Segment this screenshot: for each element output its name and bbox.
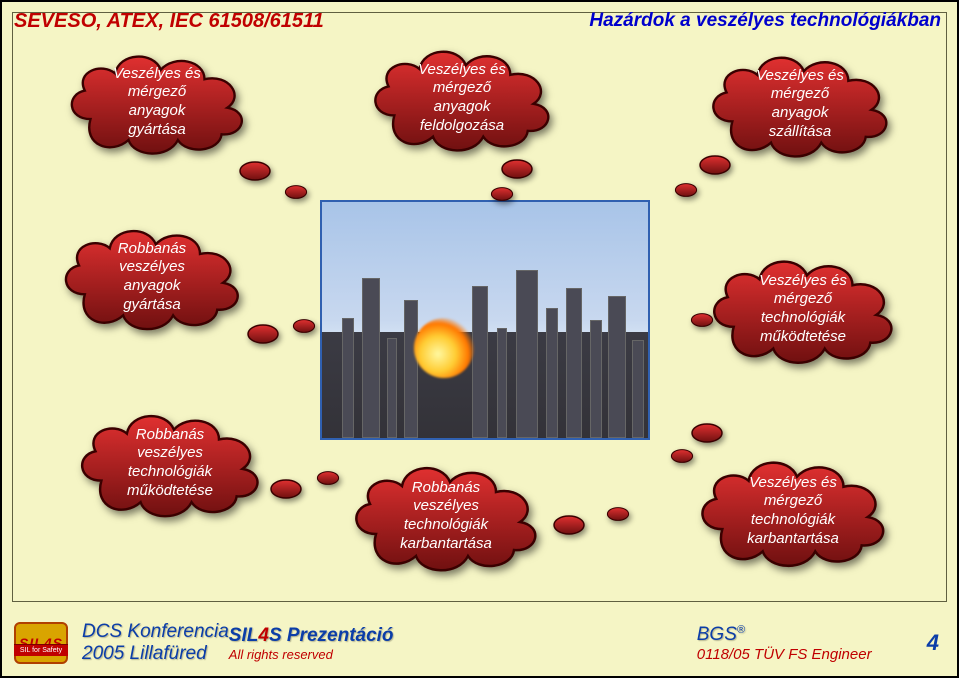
- logo-band: SIL for Safety: [14, 644, 68, 656]
- sil4s-logo: SIL4S SIL for Safety: [14, 622, 68, 664]
- thought-trail-bubble: [690, 422, 724, 444]
- refinery-tower: [546, 308, 558, 438]
- thought-cloud: Veszélyes és mérgező technológiák karban…: [692, 450, 894, 572]
- footer-center-sil: SIL: [229, 625, 259, 646]
- thought-trail-bubble: [606, 506, 630, 522]
- refinery-tower: [590, 320, 602, 438]
- thought-trail-bubble: [246, 323, 280, 345]
- cloud-text: Robbanás veszélyes anyagok gyártása: [56, 218, 248, 336]
- cloud-text: Veszélyes és mérgező anyagok szállítása: [702, 46, 898, 162]
- refinery-tower: [362, 278, 380, 438]
- footer-center-4: 4: [258, 625, 269, 646]
- footer-conf-loc: 2005 Lillafüred: [82, 643, 207, 665]
- thought-trail-bubble: [316, 470, 340, 486]
- refinery-tower: [566, 288, 582, 438]
- thought-cloud: Robbanás veszélyes technológiák működtet…: [72, 404, 268, 522]
- refinery-tower: [472, 286, 488, 438]
- thought-cloud: Veszélyes és mérgező anyagok gyártása: [62, 44, 252, 160]
- refinery-tower: [387, 338, 397, 438]
- footer-col-left: DCS Konferencia 2005 Lillafüred: [82, 621, 229, 665]
- footer-right-title: BGS®: [697, 624, 745, 646]
- refinery-tower: [404, 300, 418, 438]
- thought-cloud: Veszélyes és mérgező anyagok feldolgozás…: [362, 40, 562, 156]
- cloud-text: Veszélyes és mérgező anyagok feldolgozás…: [362, 40, 562, 156]
- header-title-left: SEVESO, ATEX, IEC 61508/61511: [14, 10, 324, 33]
- footer-reg: ®: [737, 624, 745, 636]
- footer-col-right: BGS® 0118/05 TÜV FS Engineer: [697, 624, 907, 663]
- refinery-tower: [608, 296, 626, 438]
- footer-col-center: SIL4S Prezentáció All rights reserved: [229, 625, 697, 662]
- cloud-text: Robbanás veszélyes technológiák karbanta…: [346, 456, 546, 576]
- cloud-text: Veszélyes és mérgező anyagok gyártása: [62, 44, 252, 160]
- footer-center-post: S Prezentáció: [269, 625, 394, 646]
- cloud-text: Veszélyes és mérgező technológiák működt…: [704, 248, 902, 370]
- footer-center-sub: All rights reserved: [229, 647, 333, 662]
- cloud-text: Robbanás veszélyes technológiák működtet…: [72, 404, 268, 522]
- footer-center-title: SIL4S Prezentáció: [229, 625, 394, 647]
- page-number: 4: [927, 630, 939, 656]
- cloud-text: Veszélyes és mérgező technológiák karban…: [692, 450, 894, 572]
- header-title-right: Hazárdok a veszélyes technológiákban: [589, 10, 941, 32]
- thought-trail-bubble: [500, 158, 534, 180]
- footer-bgs: BGS: [697, 624, 737, 645]
- thought-trail-bubble: [690, 312, 714, 328]
- thought-trail-bubble: [238, 160, 272, 182]
- footer-conf-name: DCS Konferencia: [82, 621, 229, 643]
- thought-cloud: Veszélyes és mérgező anyagok szállítása: [702, 46, 898, 162]
- thought-cloud: Veszélyes és mérgező technológiák működt…: [704, 248, 902, 370]
- central-plant-image: [320, 200, 650, 440]
- footer-right-sub: 0118/05 TÜV FS Engineer: [697, 646, 872, 663]
- thought-trail-bubble: [269, 478, 303, 500]
- thought-trail-bubble: [490, 186, 514, 202]
- thought-cloud: Robbanás veszélyes anyagok gyártása: [56, 218, 248, 336]
- flame-icon: [414, 318, 474, 378]
- thought-trail-bubble: [284, 184, 308, 200]
- refinery-tower: [632, 340, 644, 438]
- thought-trail-bubble: [552, 514, 586, 536]
- footer: SIL4S SIL for Safety DCS Konferencia 200…: [2, 610, 957, 676]
- refinery-tower: [516, 270, 538, 438]
- thought-trail-bubble: [292, 318, 316, 334]
- refinery-tower: [497, 328, 507, 438]
- refinery-tower: [342, 318, 354, 438]
- thought-trail-bubble: [670, 448, 694, 464]
- thought-trail-bubble: [674, 182, 698, 198]
- thought-cloud: Robbanás veszélyes technológiák karbanta…: [346, 456, 546, 576]
- thought-trail-bubble: [698, 154, 732, 176]
